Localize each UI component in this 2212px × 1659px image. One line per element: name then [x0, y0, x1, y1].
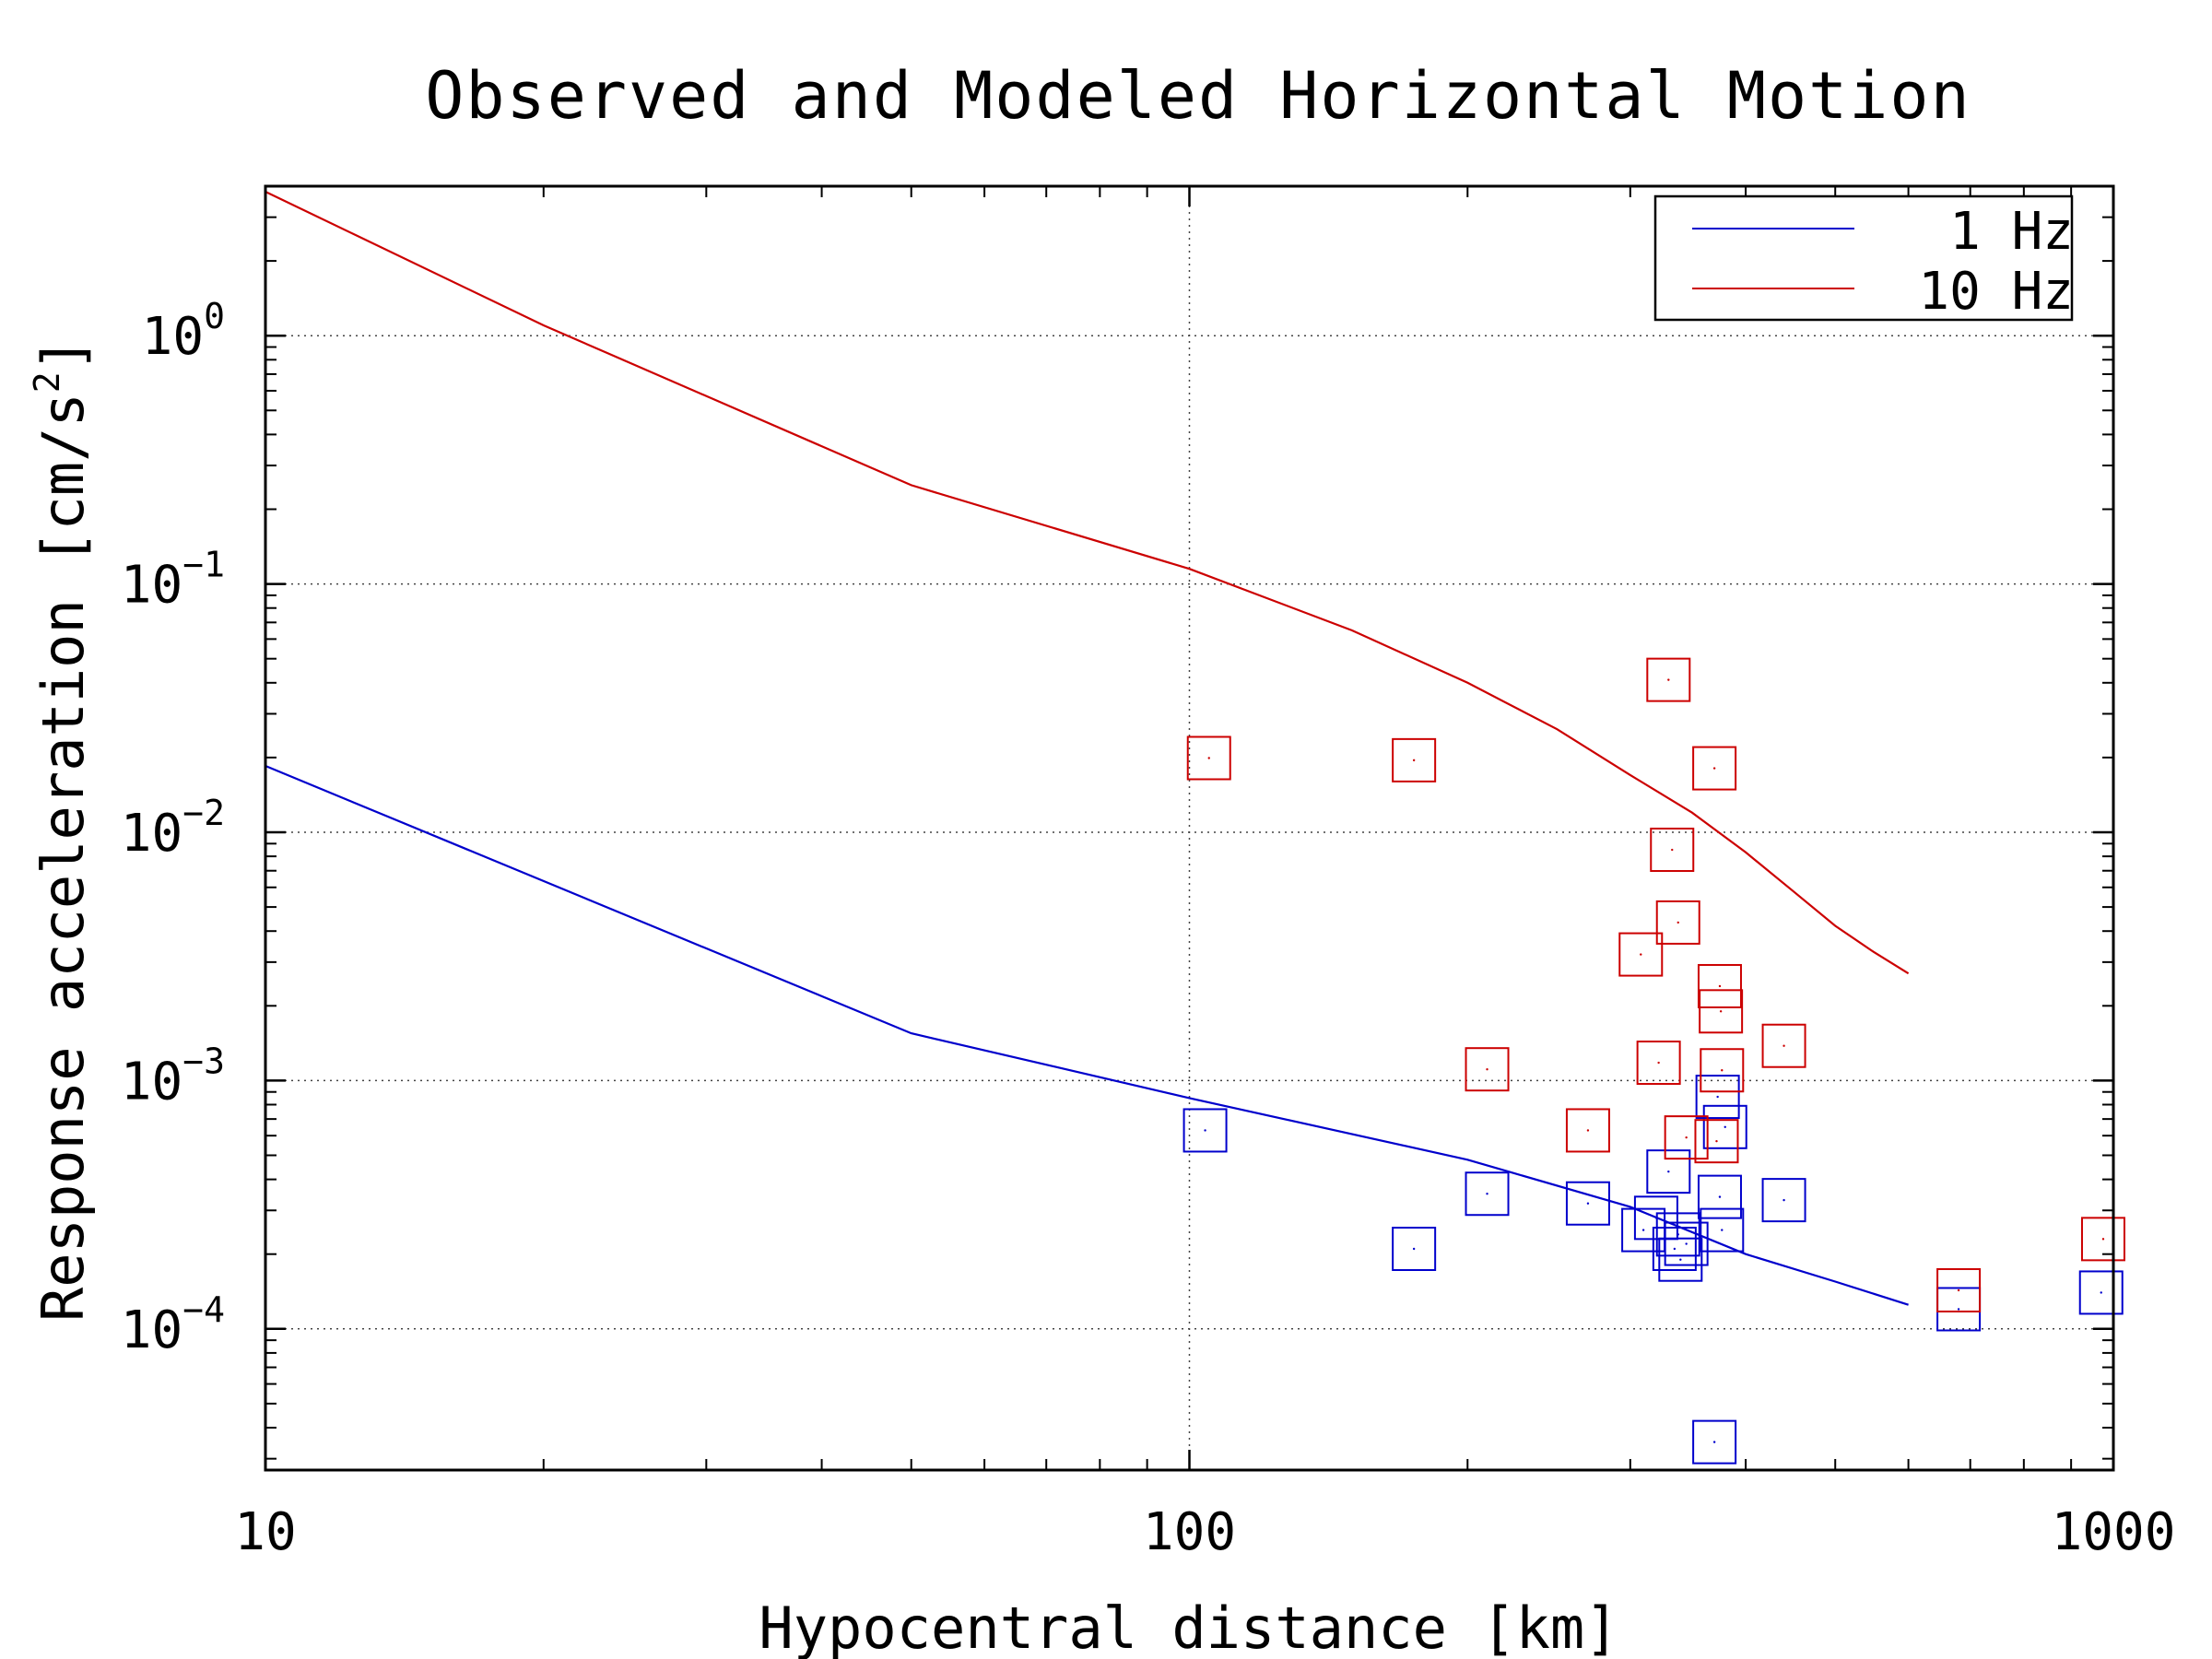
- data-point-10hz: [1761, 1023, 1806, 1068]
- data-point-1hz: [1465, 1171, 1510, 1217]
- data-point-center-1hz: [1957, 1308, 1960, 1311]
- data-point-10hz: [1936, 1267, 1982, 1312]
- legend-label-10hz: 10 Hz: [1918, 262, 2074, 322]
- x-tick-label: 100: [1143, 1502, 1236, 1562]
- y-tick-label: 100: [142, 296, 225, 367]
- data-point-1hz: [1695, 1075, 1740, 1120]
- data-point-10hz: [1700, 1048, 1745, 1093]
- data-point-center-1hz: [1724, 1125, 1726, 1129]
- data-point-10hz: [1694, 1119, 1739, 1164]
- data-point-1hz: [1565, 1181, 1610, 1226]
- y-tick-label: 10−4: [121, 1289, 225, 1360]
- y-tick-label: 10−3: [121, 1041, 225, 1112]
- series-line-1hz: [265, 764, 1909, 1306]
- data-point-10hz: [1618, 932, 1664, 977]
- series-line-10hz: [265, 191, 1910, 975]
- series-points: [1182, 657, 2125, 1465]
- data-point-1hz: [1761, 1178, 1806, 1223]
- data-point-10hz: [1565, 1108, 1610, 1153]
- data-point-1hz: [1646, 1149, 1691, 1194]
- data-point-center-10hz: [1715, 1139, 1718, 1143]
- data-point-10hz: [1664, 1115, 1709, 1160]
- data-point-10hz: [1697, 963, 1742, 1008]
- data-point-center-10hz: [1207, 757, 1210, 759]
- data-point-center-1hz: [1685, 1242, 1688, 1245]
- data-point-center-10hz: [2101, 1238, 2105, 1241]
- data-point-center-10hz: [1721, 1069, 1724, 1072]
- data-point-1hz: [1700, 1207, 1745, 1253]
- data-point-center-1hz: [1679, 1258, 1682, 1261]
- data-point-center-1hz: [1204, 1129, 1206, 1132]
- legend: 1 Hz 10 Hz: [1653, 194, 2074, 322]
- data-point-center-10hz: [1718, 984, 1722, 988]
- data-point-1hz: [1652, 1227, 1697, 1272]
- data-point-center-1hz: [1783, 1198, 1785, 1202]
- chart-title: Observed and Modeled Horizontal Motion: [425, 58, 1971, 134]
- y-axis-label-main: Response acceleration [cm/s: [29, 393, 97, 1322]
- data-point-1hz: [2078, 1270, 2124, 1315]
- y-axis-label-close: ]: [29, 337, 97, 371]
- data-point-center-10hz: [1486, 1067, 1488, 1071]
- data-point-center-10hz: [1719, 1010, 1723, 1013]
- data-point-1hz: [1392, 1227, 1437, 1272]
- data-point-center-1hz: [1641, 1229, 1645, 1231]
- data-point-1hz: [1664, 1221, 1709, 1266]
- data-point-center-10hz: [1671, 848, 1674, 852]
- data-point-center-1hz: [1673, 1247, 1677, 1251]
- data-point-10hz: [1186, 735, 1231, 781]
- y-tick-label: 10−1: [121, 545, 225, 616]
- data-point-1hz: [1702, 1104, 1747, 1149]
- data-point-center-10hz: [1783, 1044, 1785, 1047]
- data-point-1hz: [1697, 1174, 1742, 1219]
- data-point-1hz: [1182, 1108, 1228, 1153]
- data-point-center-1hz: [1677, 1233, 1679, 1236]
- data-point-center-10hz: [1657, 1061, 1660, 1065]
- x-tick-label: 10: [234, 1502, 296, 1562]
- data-point-center-10hz: [1677, 921, 1679, 924]
- data-point-10hz: [1692, 746, 1737, 791]
- data-point-1hz: [1692, 1419, 1737, 1465]
- y-axis-label: Response acceleration [cm/s2]: [27, 337, 97, 1322]
- data-point-center-10hz: [1640, 953, 1642, 956]
- data-point-center-10hz: [1685, 1135, 1688, 1139]
- data-point-center-10hz: [1586, 1129, 1590, 1132]
- data-point-10hz: [1392, 737, 1437, 782]
- data-point-center-1hz: [1712, 1441, 1716, 1443]
- legend-box: [1653, 194, 2074, 322]
- data-point-10hz: [1636, 1041, 1681, 1086]
- x-tick-label: 1000: [2052, 1502, 2176, 1562]
- y-axis-ticks: 100 10−1 10−2 10−3 10−4: [121, 216, 2113, 1460]
- data-point-center-1hz: [1716, 1095, 1719, 1099]
- y-tick-label: 10−2: [121, 793, 225, 864]
- data-point-center-10hz: [1412, 759, 1416, 762]
- series-lines: [265, 191, 1910, 1306]
- data-point-center-10hz: [1667, 678, 1670, 681]
- data-point-center-1hz: [1412, 1247, 1416, 1251]
- data-point-center-1hz: [1586, 1202, 1590, 1205]
- data-point-10hz: [1465, 1047, 1510, 1092]
- data-point-10hz: [2080, 1217, 2125, 1262]
- data-point-10hz: [1646, 657, 1691, 702]
- x-axis-label: Hypocentral distance [km]: [759, 1594, 1618, 1659]
- data-point-1hz: [1655, 1212, 1700, 1257]
- data-point-1hz: [1658, 1237, 1703, 1282]
- data-point-10hz: [1655, 900, 1700, 945]
- data-point-center-10hz: [1957, 1288, 1960, 1292]
- legend-label-1hz: 1 Hz: [1949, 202, 2074, 262]
- data-point-10hz: [1699, 989, 1744, 1034]
- plot-frame: [264, 184, 2115, 1472]
- data-point-center-1hz: [1718, 1195, 1722, 1198]
- data-point-center-1hz: [1667, 1170, 1670, 1173]
- data-point-center-1hz: [1486, 1193, 1488, 1195]
- y-axis-label-superscript: 2: [27, 371, 67, 393]
- data-point-center-1hz: [2100, 1291, 2102, 1294]
- grid-lines: [265, 186, 2113, 1470]
- data-point-10hz: [1650, 828, 1695, 873]
- data-point-center-1hz: [1721, 1229, 1724, 1231]
- data-point-center-10hz: [1712, 767, 1716, 770]
